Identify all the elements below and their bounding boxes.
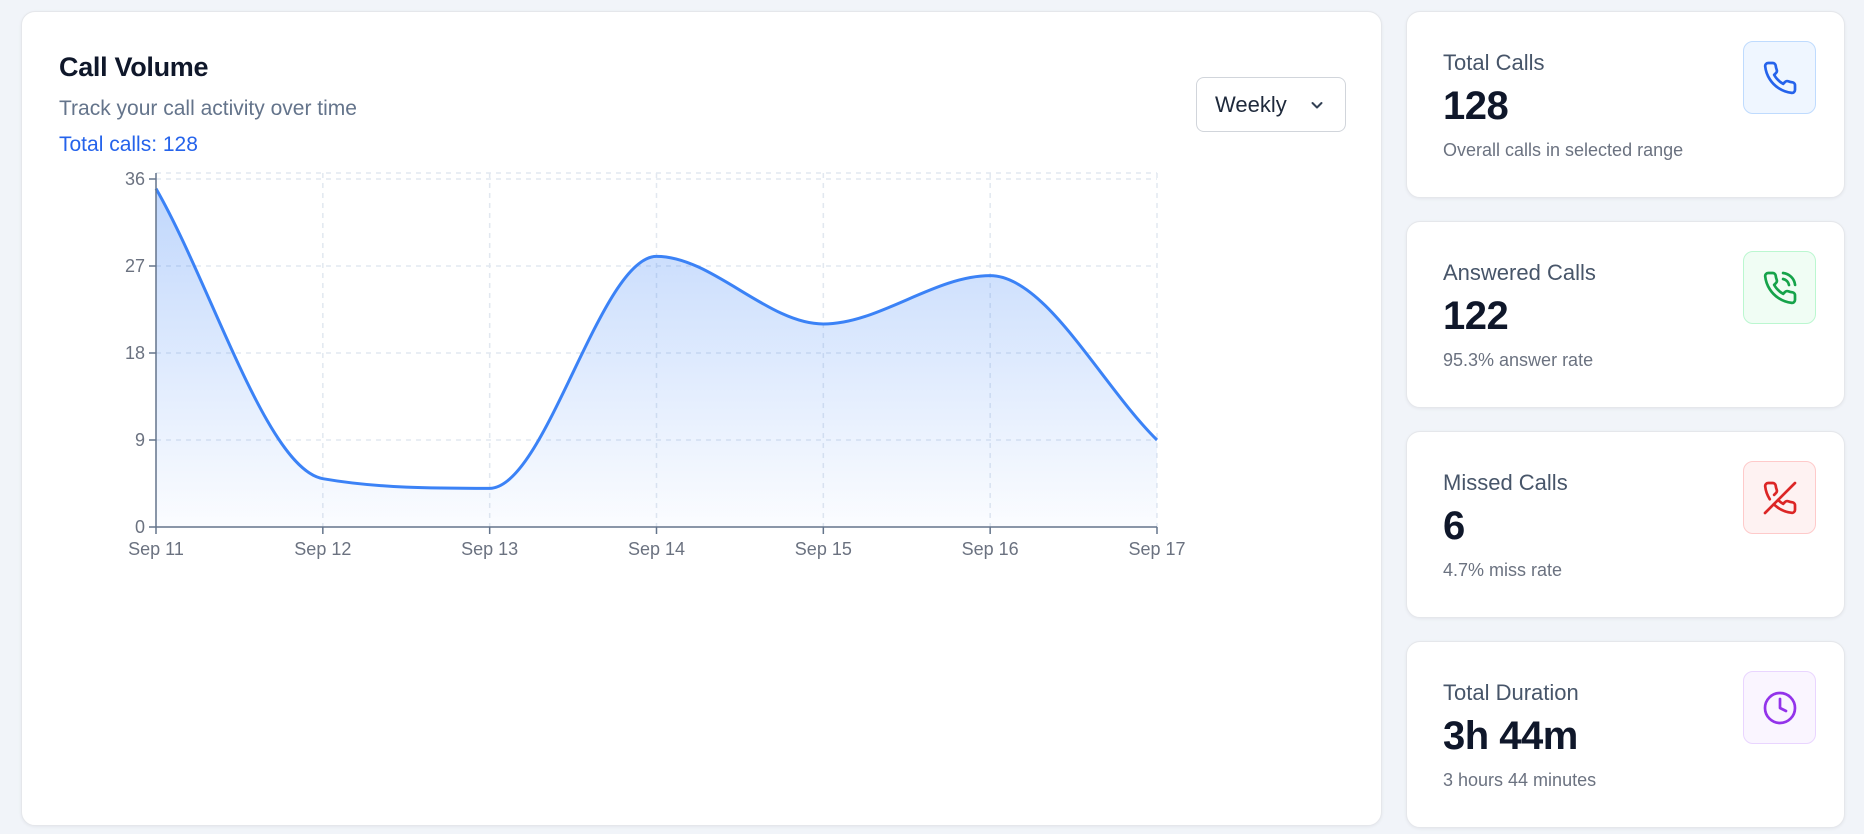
phone-icon xyxy=(1743,41,1816,114)
chart-subtitle: Track your call activity over time xyxy=(59,97,357,120)
x-tick-label: Sep 11 xyxy=(128,539,184,559)
total-calls-text: Total calls: 128 xyxy=(59,133,198,156)
stat-label: Total Calls xyxy=(1443,50,1545,75)
x-tick-label: Sep 16 xyxy=(962,539,1019,559)
stat-card-total-duration: Total Duration 3h 44m 3 hours 44 minutes xyxy=(1406,641,1845,828)
stat-desc: Overall calls in selected range xyxy=(1443,140,1684,160)
stat-card-total-calls: Total Calls 128 Overall calls in selecte… xyxy=(1406,11,1845,198)
stat-label: Total Duration xyxy=(1443,680,1579,705)
call-volume-chart: 0 9 18 27 36 Sep 11 Sep 12 Sep 13 Sep 14 Sep 15 Se… xyxy=(125,169,1186,559)
stat-value: 3h 44m xyxy=(1443,714,1578,758)
chart-area-fill xyxy=(156,188,1157,527)
phone-incoming-icon xyxy=(1743,251,1816,324)
y-tick-label: 18 xyxy=(125,343,145,363)
range-select[interactable]: Weekly xyxy=(1196,77,1346,132)
chevron-down-icon xyxy=(1311,102,1323,109)
range-select-value: Weekly xyxy=(1215,91,1287,117)
y-tick-label: 36 xyxy=(125,169,145,189)
x-tick-label: Sep 17 xyxy=(1128,539,1185,559)
clock-icon xyxy=(1743,671,1816,744)
y-tick-label: 0 xyxy=(135,517,145,537)
stat-desc: 95.3% answer rate xyxy=(1443,350,1594,370)
chart-series-line xyxy=(154,187,1159,490)
x-tick-label: Sep 14 xyxy=(628,539,685,559)
call-volume-card: Call Volume Track your call activity ove… xyxy=(21,11,1382,826)
stat-value: 122 xyxy=(1443,294,1509,338)
stat-label: Answered Calls xyxy=(1443,260,1596,285)
stat-value: 128 xyxy=(1443,84,1509,128)
stat-card-missed-calls: Missed Calls 6 4.7% miss rate xyxy=(1406,431,1845,618)
stat-desc: 4.7% miss rate xyxy=(1443,560,1563,580)
stat-value: 6 xyxy=(1443,504,1465,548)
y-tick-label: 27 xyxy=(125,256,145,276)
x-tick-label: Sep 13 xyxy=(461,539,518,559)
y-tick-label: 9 xyxy=(135,430,145,450)
chart-title: Call Volume xyxy=(59,52,209,82)
stat-desc: 3 hours 44 minutes xyxy=(1443,770,1597,790)
x-tick-label: Sep 15 xyxy=(795,539,852,559)
stat-card-answered-calls: Answered Calls 122 95.3% answer rate xyxy=(1406,221,1845,408)
x-tick-label: Sep 12 xyxy=(294,539,351,559)
phone-missed-icon xyxy=(1743,461,1816,534)
stat-label: Missed Calls xyxy=(1443,470,1568,495)
